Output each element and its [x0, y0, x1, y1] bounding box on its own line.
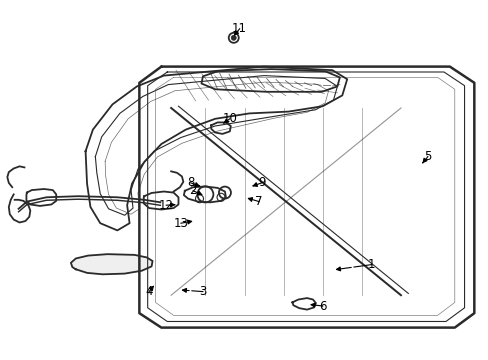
Text: 11: 11 — [232, 22, 246, 35]
Text: 5: 5 — [423, 150, 431, 163]
Text: 13: 13 — [173, 217, 188, 230]
Text: 2: 2 — [189, 184, 197, 197]
Circle shape — [231, 35, 236, 40]
Text: 6: 6 — [318, 300, 326, 312]
Text: 1: 1 — [367, 258, 375, 271]
Text: 4: 4 — [145, 285, 153, 298]
Text: 7: 7 — [255, 195, 263, 208]
Text: 3: 3 — [199, 285, 206, 298]
Text: 9: 9 — [257, 176, 265, 189]
Text: 8: 8 — [186, 176, 194, 189]
Polygon shape — [71, 254, 152, 274]
Text: 12: 12 — [159, 199, 173, 212]
Text: 10: 10 — [222, 112, 237, 125]
